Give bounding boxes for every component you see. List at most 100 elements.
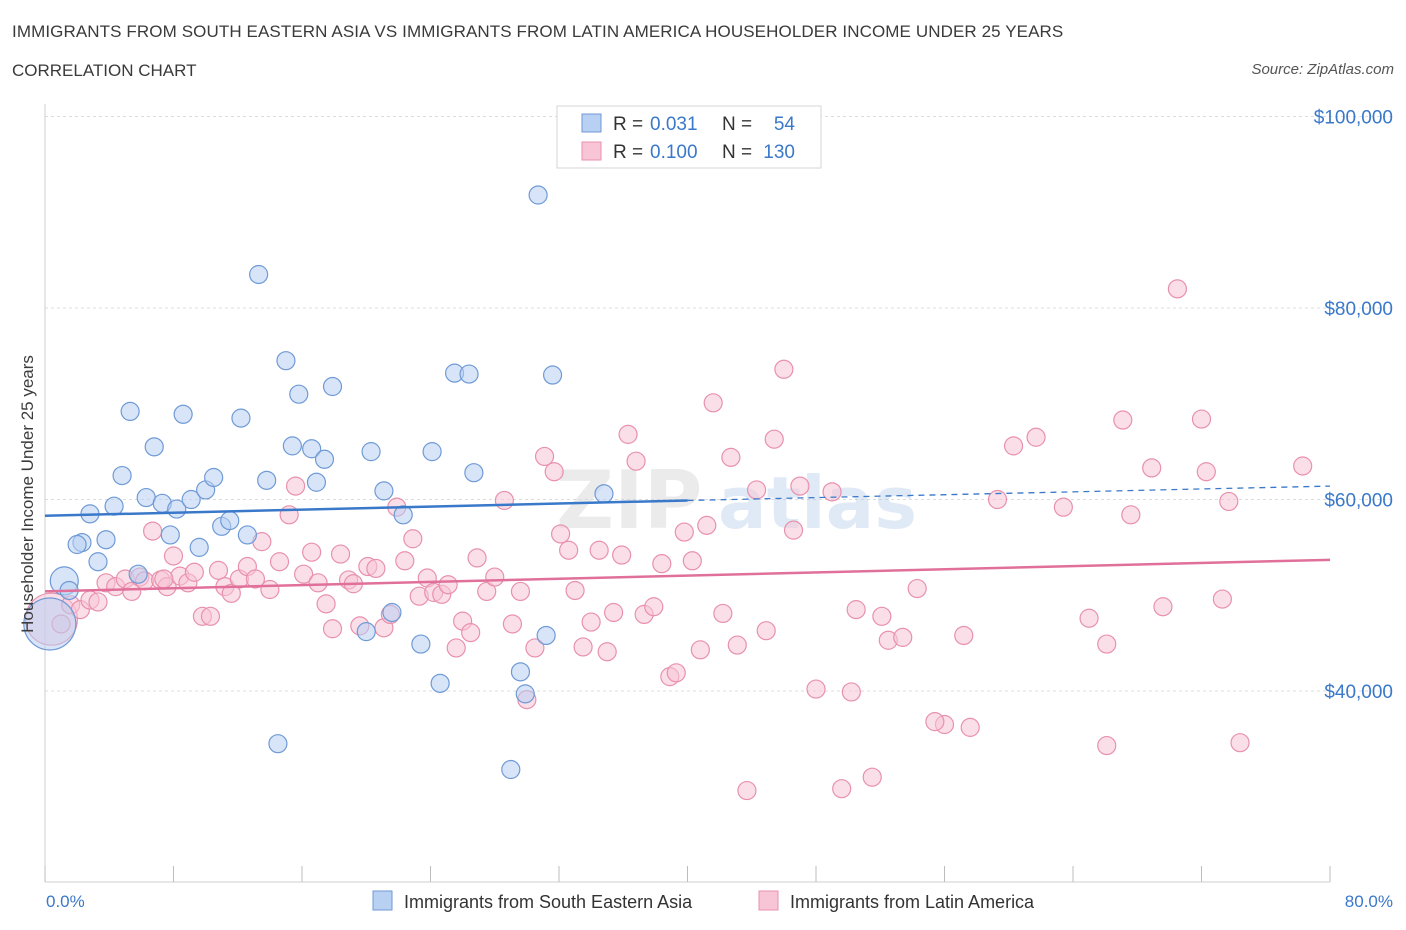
- latin-america-point-126: [1219, 491, 1239, 512]
- watermark-atlas: atlas: [718, 461, 917, 545]
- x-tick-label-max: 80.0%: [1345, 892, 1393, 911]
- latin-america-point-121: [1153, 597, 1173, 617]
- latin-america-point-75: [618, 424, 638, 444]
- stats-r-label-blue: R =: [613, 114, 643, 135]
- source-note: Source: ZipAtlas.com: [1251, 61, 1394, 78]
- south-eastern-asia-point-40: [411, 634, 431, 654]
- latin-america-point-47: [403, 529, 423, 549]
- latin-america-point-30: [279, 505, 299, 525]
- y-tick-label-100000: $100,000: [1314, 108, 1393, 129]
- latin-america-point-84: [690, 640, 710, 660]
- south-eastern-asia-point-47: [510, 662, 531, 682]
- latin-america-point-109: [954, 625, 974, 646]
- latin-america-point-100: [841, 682, 861, 702]
- chart-title: IMMIGRANTS FROM SOUTH EASTERN ASIA VS IM…: [12, 22, 1064, 41]
- latin-america-point-76: [626, 451, 646, 471]
- latin-america-point-108: [925, 712, 945, 732]
- latin-america-point-102: [862, 767, 882, 787]
- stats-n-label-pink: N =: [722, 142, 752, 163]
- x-tick-label-min: 0.0%: [46, 892, 85, 911]
- south-eastern-asia-point-32: [306, 472, 327, 492]
- latin-america-point-42: [366, 558, 386, 579]
- latin-america-point-105: [893, 627, 913, 647]
- south-eastern-asia-point-38: [393, 505, 413, 525]
- latin-america-point-115: [1079, 608, 1099, 628]
- chart-subtitle: CORRELATION CHART: [12, 61, 197, 80]
- latin-america-point-89: [727, 635, 747, 655]
- latin-america-point-79: [652, 554, 672, 574]
- south-eastern-asia-point-10: [128, 564, 148, 584]
- latin-america-point-125: [1212, 589, 1232, 609]
- legend: Immigrants from South Eastern Asia Immig…: [372, 890, 1035, 912]
- stats-r-value-blue: 0.031: [650, 114, 698, 135]
- latin-america-point-114: [1053, 497, 1073, 517]
- latin-america-point-5: [88, 592, 108, 612]
- latin-america-point-123: [1191, 409, 1212, 429]
- latin-america-point-9: [122, 581, 142, 602]
- latin-america-point-101: [846, 600, 866, 620]
- latin-america-point-18: [184, 562, 204, 582]
- legend-swatch-pink: [758, 890, 779, 911]
- latin-america-point-56: [467, 548, 487, 568]
- latin-america-point-37: [330, 544, 351, 564]
- latin-america-point-112: [1003, 436, 1024, 456]
- latin-america-point-91: [746, 480, 767, 500]
- latin-america-point-86: [703, 393, 723, 413]
- latin-america-point-110: [960, 717, 980, 737]
- legend-swatch-blue: [372, 890, 393, 911]
- south-eastern-asia-point-39: [382, 602, 402, 623]
- latin-america-point-128: [1293, 456, 1313, 476]
- south-eastern-asia-point-24: [237, 525, 257, 545]
- latin-america-point-55: [461, 622, 481, 643]
- latin-america-point-87: [713, 603, 733, 624]
- latin-america-point-85: [697, 515, 717, 535]
- latin-america-point-68: [565, 580, 585, 601]
- trend-line-south-eastern-asia-extension: [687, 485, 1331, 502]
- trend-lines: [44, 485, 1331, 593]
- latin-america-point-33: [302, 542, 322, 562]
- south-eastern-asia-point-48: [515, 684, 535, 704]
- latin-america-point-72: [597, 642, 617, 662]
- latin-america-point-119: [1121, 505, 1141, 525]
- latin-america-point-63: [525, 638, 545, 658]
- south-eastern-asia-point-16: [173, 404, 193, 424]
- legend-label-south-eastern-asia: Immigrants from South Eastern Asia: [404, 892, 693, 912]
- south-eastern-asia-point-18: [189, 537, 209, 557]
- legend-label-latin-america: Immigrants from Latin America: [790, 892, 1035, 912]
- y-tick-labels: $40,000 $60,000 $80,000 $100,000: [1314, 108, 1393, 704]
- latin-america-point-93: [764, 429, 784, 449]
- stats-n-label-blue: N =: [722, 114, 752, 135]
- south-eastern-asia-point-23: [231, 408, 251, 428]
- latin-america-point-69: [573, 637, 593, 657]
- latin-america-point-92: [756, 621, 776, 641]
- latin-america-point-95: [783, 520, 804, 540]
- latin-america-point-113: [1026, 427, 1046, 447]
- axes: [44, 104, 1331, 883]
- latin-america-point-60: [502, 614, 523, 634]
- latin-america-point-103: [872, 606, 892, 626]
- south-eastern-asia-point-8: [112, 465, 132, 486]
- latin-america-point-61: [510, 581, 531, 602]
- south-eastern-asia-point-34: [322, 376, 343, 397]
- south-eastern-asia-point-53: [67, 534, 87, 555]
- south-eastern-asia-point-7: [104, 496, 124, 516]
- latin-america-point-120: [1142, 458, 1162, 478]
- latin-america-point-116: [1097, 634, 1117, 654]
- south-eastern-asia-point-31: [302, 439, 322, 459]
- latin-america-point-97: [806, 679, 826, 699]
- south-eastern-asia-point-17: [181, 489, 201, 510]
- stats-swatch-pink: [581, 141, 602, 161]
- latin-america-point-74: [612, 545, 632, 565]
- stats-swatch-blue: [581, 113, 602, 133]
- latin-america-point-12: [143, 521, 163, 541]
- latin-america-point-32: [294, 564, 314, 584]
- latin-america-point-26: [245, 569, 266, 589]
- south-eastern-asia-point-44: [459, 364, 479, 384]
- latin-america-point-57: [477, 581, 497, 602]
- latin-america-point-36: [322, 619, 343, 639]
- south-eastern-asia-point-41: [422, 442, 442, 462]
- y-tick-label-60000: $60,000: [1324, 491, 1393, 512]
- latin-america-point-35: [316, 594, 336, 614]
- latin-america-point-15: [163, 546, 184, 566]
